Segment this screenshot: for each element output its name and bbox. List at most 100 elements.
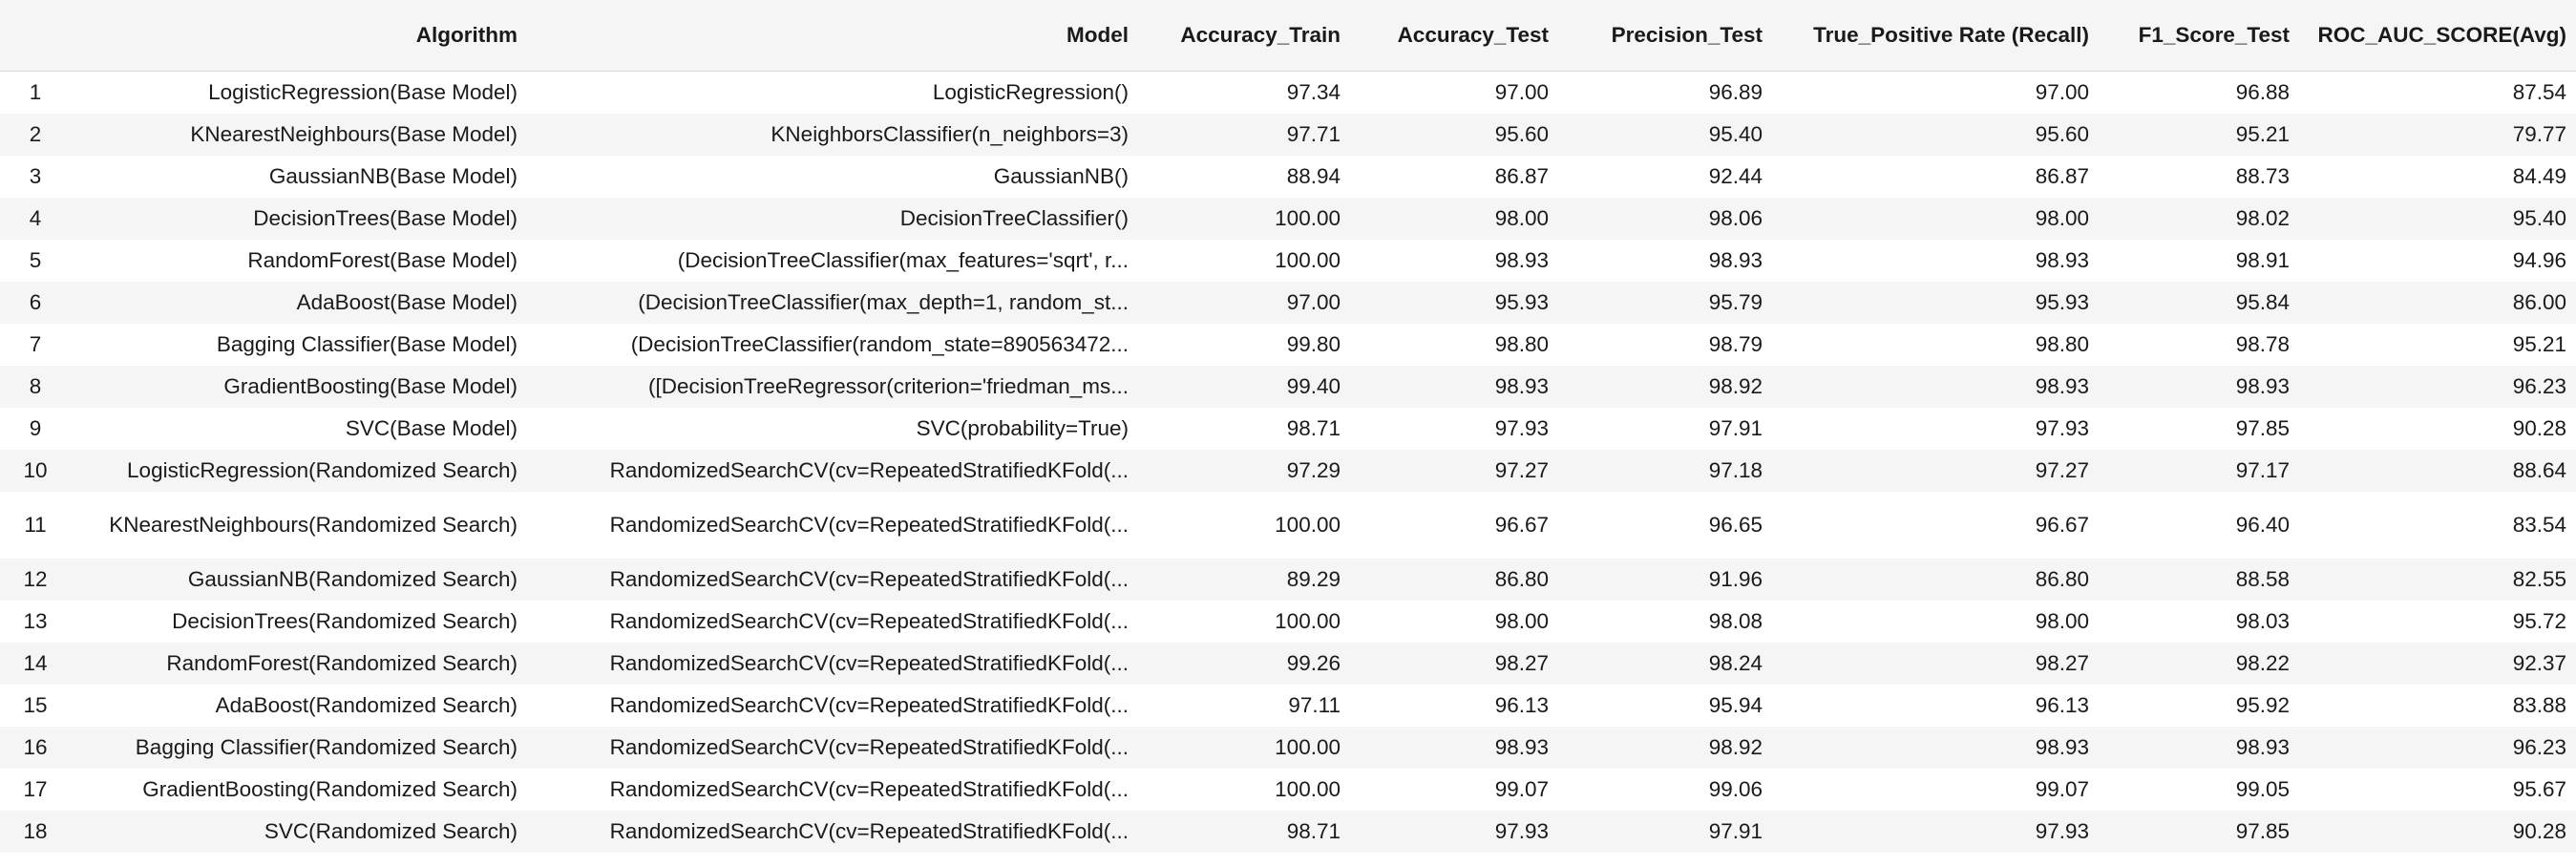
roc-auc-cell: 83.54 [2512,512,2566,537]
precision-test-cell: 98.24 [1708,650,1763,675]
model-cell: RandomizedSearchCV(cv=RepeatedStratified… [609,692,1129,717]
model-cell: DecisionTreeClassifier() [899,205,1129,230]
f1-score-cell: 98.03 [2235,608,2290,633]
precision-test-cell: 98.92 [1708,734,1763,759]
precision-test-cell: 97.18 [1708,457,1763,482]
header-row: Algorithm Model Accuracy_Train Accuracy_… [0,0,2576,72]
accuracy-test-cell: 97.93 [1494,818,1549,843]
header-recall: True_Positive Rate (Recall) [1772,0,2099,72]
model-cell: (DecisionTreeClassifier(max_features='sq… [677,247,1129,272]
roc-auc-cell: 90.28 [2512,818,2566,843]
recall-cell: 96.67 [2035,512,2089,537]
table-row: 13 DecisionTrees(Randomized Search) Random… [0,600,2576,643]
table-row: 12 GaussianNB(Randomized Search) Randomize… [0,558,2576,601]
table-row: 5 RandomForest(Base Model) (DecisionTreeCl… [0,239,2576,282]
accuracy-test-cell: 95.60 [1494,121,1549,146]
recall-cell: 86.80 [2035,566,2089,591]
recall-cell: 97.93 [2035,415,2089,440]
algorithm-cell: AdaBoost(Randomized Search) [215,692,517,717]
algorithm-cell: Bagging Classifier(Base Model) [216,331,517,356]
table-row: 16 Bagging Classifier(Randomized Search) R… [0,726,2576,769]
algorithm-cell: DecisionTrees(Base Model) [253,205,517,230]
algorithm-cell: Bagging Classifier(Randomized Search) [135,734,517,759]
row-index: 9 [29,415,42,440]
recall-cell: 99.07 [2035,776,2089,801]
table-row: 15 AdaBoost(Randomized Search) RandomizedS… [0,684,2576,727]
row-index: 13 [23,608,48,633]
row-index: 17 [23,776,48,801]
f1-score-cell: 96.40 [2235,512,2290,537]
recall-cell: 98.00 [2035,205,2089,230]
roc-auc-cell: 82.55 [2512,566,2566,591]
recall-cell: 98.27 [2035,650,2089,675]
model-cell: GaussianNB() [993,163,1129,188]
model-cell: SVC(probability=True) [916,415,1129,440]
header-f1-score-test: F1_Score_Test [2099,0,2299,72]
recall-cell: 97.27 [2035,457,2089,482]
recall-cell: 98.80 [2035,331,2089,356]
table-row: 14 RandomForest(Randomized Search) Randomi… [0,642,2576,685]
model-cell: RandomizedSearchCV(cv=RepeatedStratified… [609,734,1129,759]
recall-cell: 95.60 [2035,121,2089,146]
accuracy-test-cell: 98.93 [1494,247,1549,272]
accuracy-train-cell: 97.00 [1286,289,1341,314]
recall-cell: 98.93 [2035,373,2089,398]
row-index: 15 [23,692,48,717]
f1-score-cell: 99.05 [2235,776,2290,801]
roc-auc-cell: 87.54 [2512,79,2566,104]
accuracy-test-cell: 98.27 [1494,650,1549,675]
row-index: 1 [29,79,42,104]
row-index: 10 [23,457,48,482]
algorithm-cell: GaussianNB(Base Model) [268,163,517,188]
accuracy-test-cell: 98.00 [1494,205,1549,230]
precision-test-cell: 95.79 [1708,289,1763,314]
accuracy-test-cell: 98.93 [1494,373,1549,398]
accuracy-train-cell: 98.71 [1286,818,1341,843]
accuracy-test-cell: 97.93 [1494,415,1549,440]
recall-cell: 98.93 [2035,247,2089,272]
row-index: 3 [29,163,42,188]
accuracy-train-cell: 100.00 [1275,247,1341,272]
model-cell: RandomizedSearchCV(cv=RepeatedStratified… [609,608,1129,633]
row-index: 2 [29,121,42,146]
accuracy-train-cell: 99.80 [1286,331,1341,356]
table-row: 18 SVC(Randomized Search) RandomizedSearch… [0,810,2576,853]
precision-test-cell: 95.94 [1708,692,1763,717]
model-cell: RandomizedSearchCV(cv=RepeatedStratified… [609,566,1129,591]
precision-test-cell: 99.06 [1708,776,1763,801]
precision-test-cell: 91.96 [1708,566,1763,591]
algorithm-cell: LogisticRegression(Randomized Search) [127,457,517,482]
table-row: 10 LogisticRegression(Randomized Search) R… [0,449,2576,492]
recall-cell: 98.93 [2035,734,2089,759]
precision-test-cell: 98.79 [1708,331,1763,356]
recall-cell: 97.93 [2035,818,2089,843]
accuracy-test-cell: 96.67 [1494,512,1549,537]
header-accuracy-test: Accuracy_Test [1350,0,1558,72]
f1-score-cell: 98.78 [2235,331,2290,356]
row-index: 7 [29,331,42,356]
table-row: 3 GaussianNB(Base Model) GaussianNB() 88.94… [0,155,2576,198]
roc-auc-cell: 95.21 [2512,331,2566,356]
model-cell: ([DecisionTreeRegressor(criterion='fried… [648,373,1129,398]
table-row: 4 DecisionTrees(Base Model) DecisionTreeCl… [0,197,2576,240]
algorithm-cell: LogisticRegression(Base Model) [208,79,517,104]
model-cell: RandomizedSearchCV(cv=RepeatedStratified… [609,776,1129,801]
accuracy-train-cell: 99.40 [1286,373,1341,398]
accuracy-test-cell: 86.80 [1494,566,1549,591]
accuracy-test-cell: 86.87 [1494,163,1549,188]
accuracy-train-cell: 97.34 [1286,79,1341,104]
algorithm-cell: AdaBoost(Base Model) [296,289,517,314]
roc-auc-cell: 90.28 [2512,415,2566,440]
f1-score-cell: 98.91 [2235,247,2290,272]
algorithm-cell: SVC(Base Model) [345,415,517,440]
accuracy-test-cell: 98.93 [1494,734,1549,759]
f1-score-cell: 98.22 [2235,650,2290,675]
accuracy-test-cell: 95.93 [1494,289,1549,314]
recall-cell: 86.87 [2035,163,2089,188]
accuracy-train-cell: 100.00 [1275,205,1341,230]
roc-auc-cell: 95.67 [2512,776,2566,801]
accuracy-train-cell: 100.00 [1275,776,1341,801]
recall-cell: 98.00 [2035,608,2089,633]
table-row: 17 GradientBoosting(Randomized Search) Ran… [0,768,2576,811]
